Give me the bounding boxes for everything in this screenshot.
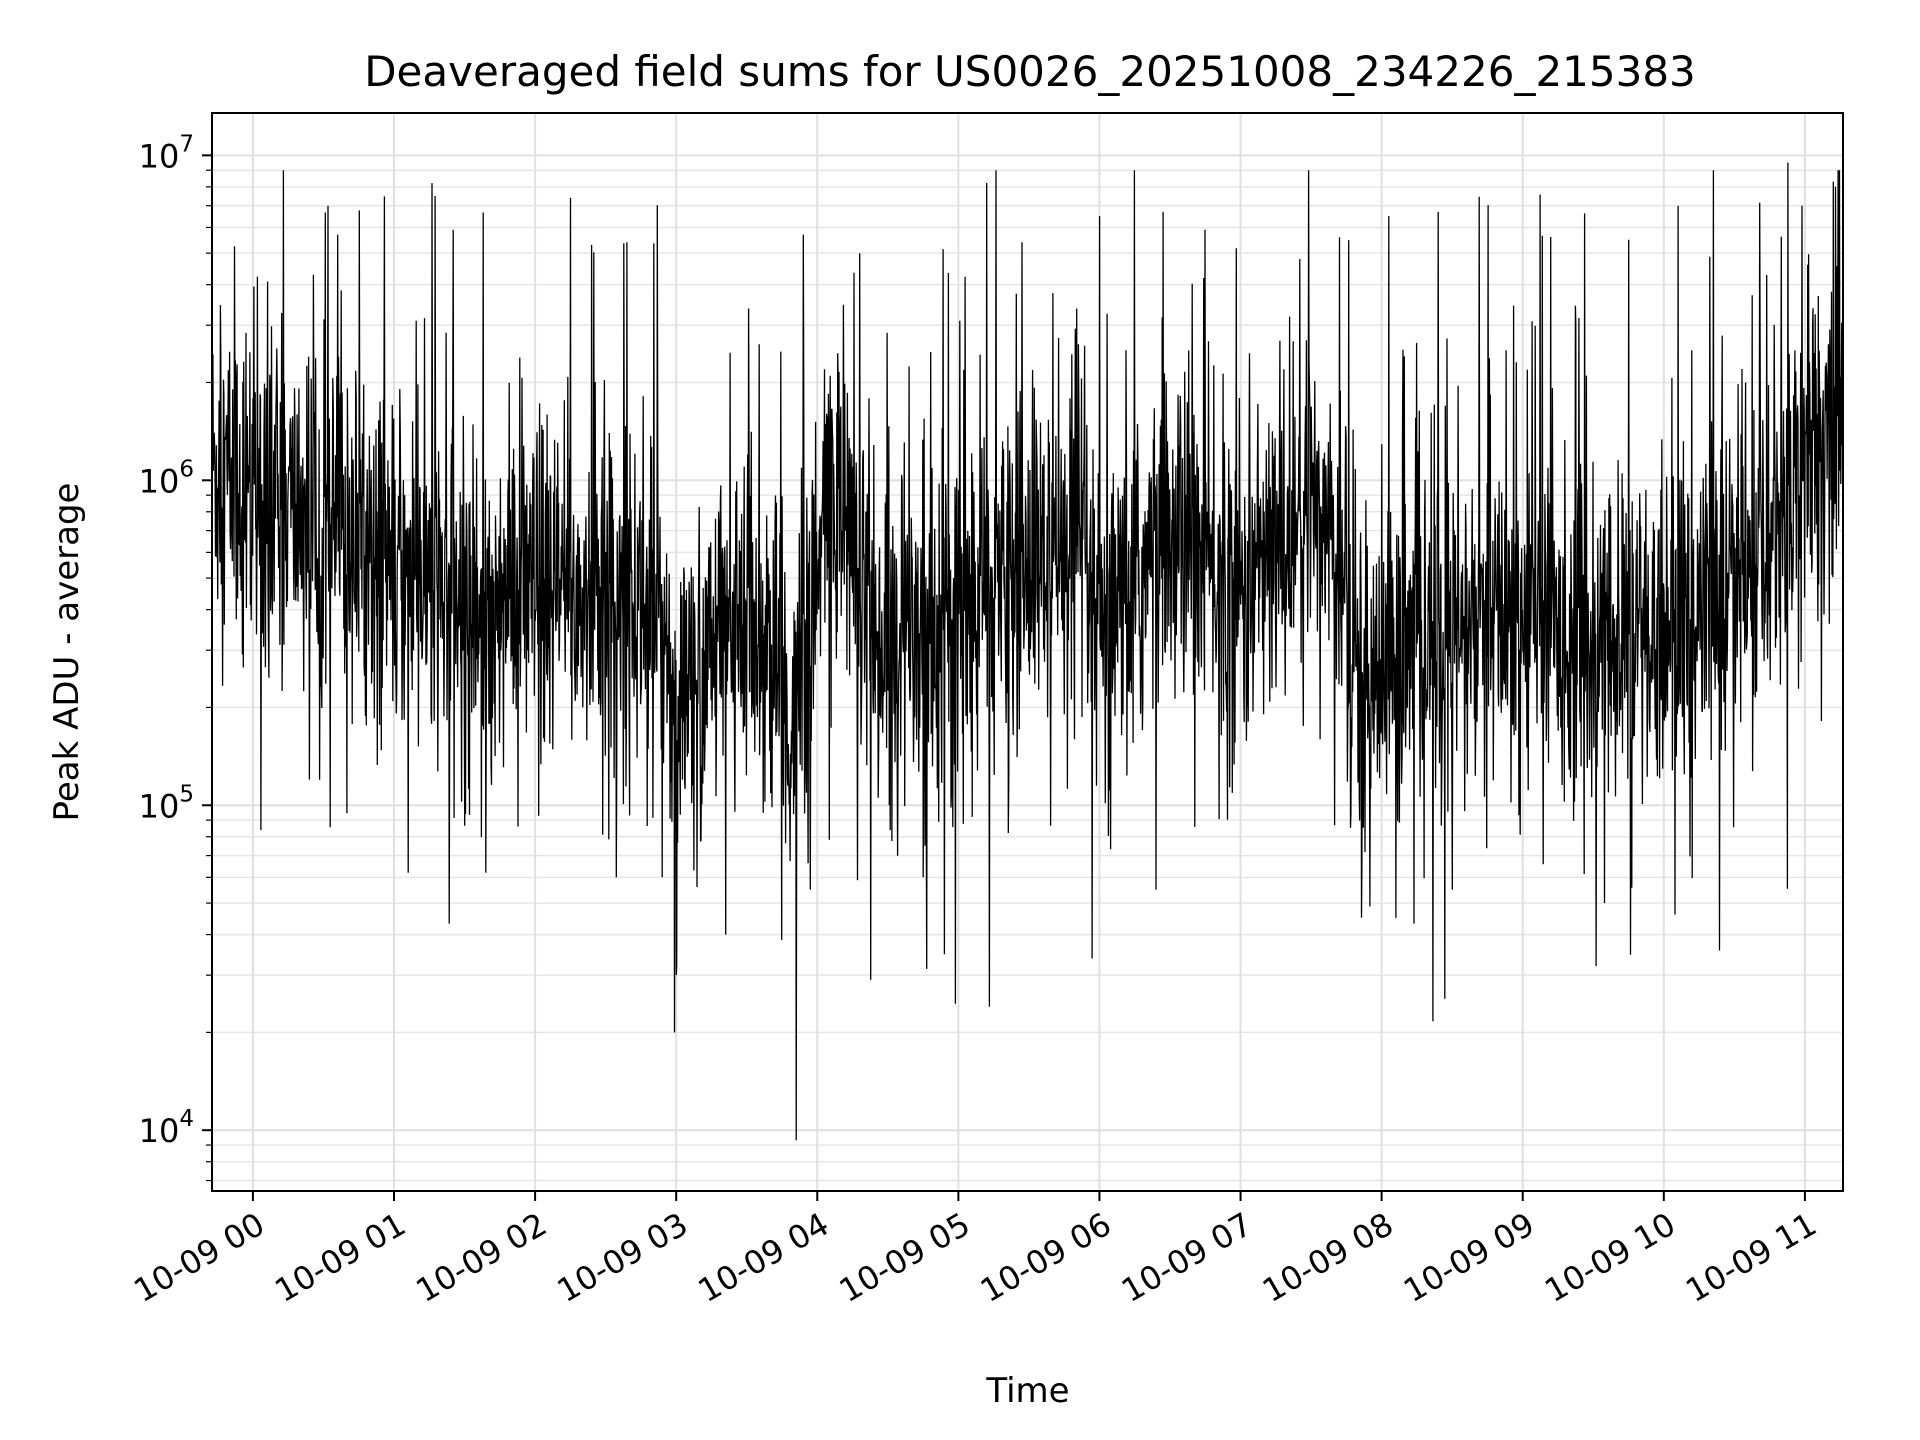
x-axis-title: Time bbox=[985, 1371, 1069, 1411]
plot-frame bbox=[211, 112, 1844, 1192]
y-axis: 104 105 106 107 bbox=[139, 131, 212, 1182]
y-axis-title: Peak ADU - average bbox=[47, 483, 87, 822]
series-line bbox=[212, 162, 1843, 1141]
y-tick-label: 105 bbox=[139, 781, 194, 825]
y-tick-label: 104 bbox=[139, 1106, 194, 1150]
chart-title: Deaveraged field sums for US0026_2025100… bbox=[364, 47, 1696, 96]
y-tick-label: 106 bbox=[139, 456, 194, 500]
y-tick-label: 107 bbox=[139, 131, 194, 175]
